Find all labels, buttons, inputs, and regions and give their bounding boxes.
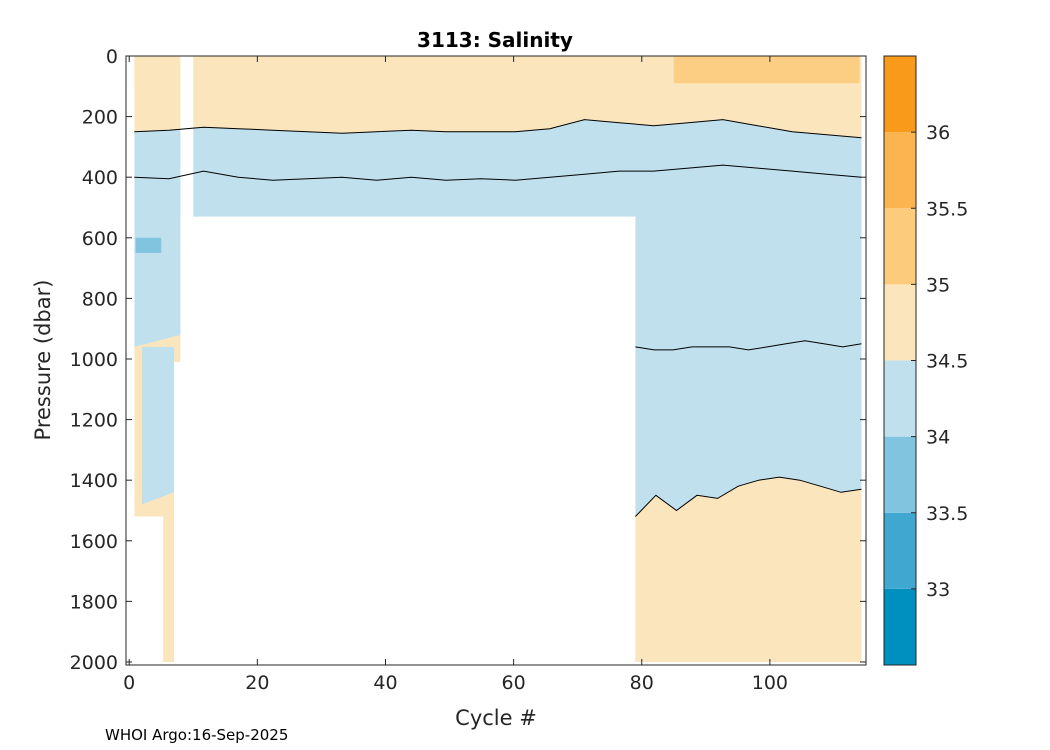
missing-data-left xyxy=(126,86,135,662)
plot-frame xyxy=(125,55,867,666)
y-axis: 0 200 400 600 800 1000 1200 1400 1600 1800 2000 xyxy=(70,46,866,674)
missing-data-0 xyxy=(180,216,636,662)
colorbar-label-35.5: 35.5 xyxy=(926,198,968,220)
missing-data-left-deep xyxy=(134,516,164,662)
x-tick-label-0: 0 xyxy=(123,672,135,694)
y-tick-label-1600: 1600 xyxy=(70,531,118,553)
x-tick-label-40: 40 xyxy=(373,672,397,694)
y-tick-label-2000: 2000 xyxy=(70,652,118,674)
y-tick-label-0: 0 xyxy=(106,46,118,68)
colorbar-label-34.5: 34.5 xyxy=(926,351,968,373)
colorbar-band-34 xyxy=(884,360,916,437)
colorbar-label-33: 33 xyxy=(926,579,950,601)
x-axis: 0 20 40 60 80 100 xyxy=(123,56,788,694)
y-tick-label-1800: 1800 xyxy=(70,591,118,613)
layer-left-profile xyxy=(142,346,175,505)
layer-salinity-33.5-34 xyxy=(135,237,162,253)
plot-area: 0 20 40 60 80 100 0 200 400 600 800 1000 1200 1400 16… xyxy=(70,46,867,694)
colorbar-label-33.5: 33.5 xyxy=(926,503,968,525)
y-tick-label-400: 400 xyxy=(82,167,118,189)
y-tick-label-600: 600 xyxy=(82,228,118,250)
colorbar-band-32.5 xyxy=(884,588,916,665)
chart-title: 3113: Salinity xyxy=(417,28,573,52)
footer-credit: WHOI Argo:16-Sep-2025 xyxy=(105,726,289,744)
colorbar-label-34: 34 xyxy=(926,427,950,449)
y-tick-label-1000: 1000 xyxy=(70,349,118,371)
x-axis-label: Cycle # xyxy=(455,706,537,730)
colorbar: 33 33.5 34 34.5 35 35.5 36 xyxy=(883,55,968,666)
colorbar-band-35.5 xyxy=(884,132,916,209)
y-axis-label: Pressure (dbar) xyxy=(31,280,55,441)
y-tick-label-1200: 1200 xyxy=(70,410,118,432)
layer-salinity-35-35.5 xyxy=(673,56,860,84)
colorbar-band-35 xyxy=(884,208,916,285)
x-tick-label-100: 100 xyxy=(752,672,788,694)
colorbar-band-34.5 xyxy=(884,284,916,361)
x-tick-label-60: 60 xyxy=(502,672,526,694)
colorbar-band-33 xyxy=(884,512,916,589)
colorbar-label-36: 36 xyxy=(926,122,950,144)
contour-34.5-lower xyxy=(635,476,862,517)
contour-34.5-upper xyxy=(134,119,862,139)
colorbar-band-36 xyxy=(884,56,916,133)
missing-data-1 xyxy=(180,56,194,662)
salinity-fill-layers xyxy=(126,56,862,662)
colorbar-label-35: 35 xyxy=(926,274,950,296)
contour-34.0-lower xyxy=(635,340,862,351)
y-tick-label-800: 800 xyxy=(82,288,118,310)
x-tick-label-20: 20 xyxy=(245,672,269,694)
missing-data-gap xyxy=(174,362,181,662)
x-tick-label-80: 80 xyxy=(630,672,654,694)
contour-34.0-upper xyxy=(134,164,862,181)
contour-lines xyxy=(134,119,862,517)
colorbar-band-33.5 xyxy=(884,436,916,513)
y-tick-label-1400: 1400 xyxy=(70,470,118,492)
y-tick-label-200: 200 xyxy=(82,107,118,129)
